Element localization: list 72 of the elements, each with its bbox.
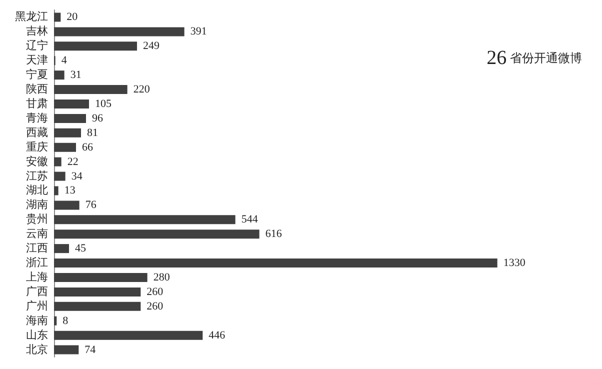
bar: [54, 12, 61, 22]
data-label: 1330: [503, 257, 526, 270]
data-label: 544: [241, 214, 258, 226]
data-label: 249: [143, 40, 160, 52]
data-label: 66: [82, 141, 94, 154]
data-label: 260: [146, 286, 164, 298]
y-tick-label: 山东: [26, 328, 48, 342]
y-tick-label: 湖北: [26, 184, 48, 197]
bar: [54, 200, 80, 210]
y-tick-label: 江西: [26, 242, 48, 255]
annotation: 26 省份开通微博: [486, 47, 582, 69]
data-label: 31: [70, 69, 82, 82]
data-label: 81: [87, 126, 98, 139]
data-label: 220: [133, 84, 150, 96]
y-tick-label: 北京: [26, 342, 48, 356]
data-label: 260: [146, 300, 164, 312]
data-label: 74: [84, 344, 96, 356]
bar: [54, 186, 58, 196]
y-tick-label: 青海: [26, 111, 48, 124]
bar: [54, 330, 203, 340]
bar: [54, 70, 64, 80]
data-label: 76: [85, 199, 97, 212]
data-label: 13: [64, 184, 76, 197]
bar: [54, 302, 141, 311]
data-label: 105: [95, 98, 112, 110]
data-label: 45: [75, 242, 86, 255]
y-tick-label: 贵州: [26, 212, 48, 226]
bar: [54, 316, 57, 326]
y-tick-label: 广州: [26, 299, 48, 312]
y-tick-label: 吉林: [26, 24, 48, 38]
y-tick-label: 上海: [26, 270, 48, 284]
data-label: 20: [66, 11, 78, 24]
data-label: 8: [62, 314, 69, 327]
y-tick-label: 西藏: [26, 126, 48, 139]
y-tick-label: 广西: [26, 284, 48, 298]
bar: [54, 272, 148, 282]
bar: [54, 85, 128, 94]
y-tick-label: 江苏: [26, 169, 48, 182]
y-tick-label: 黑龙江: [15, 10, 48, 24]
data-label: 280: [153, 271, 170, 284]
bar: [54, 230, 260, 239]
y-tick-label: 天津: [26, 54, 48, 67]
y-tick-label: 安徽: [26, 154, 48, 168]
y-tick-label: 海南: [26, 314, 48, 327]
bar: [54, 99, 89, 108]
bar: [54, 42, 137, 51]
data-label: 446: [208, 329, 226, 342]
bar: [54, 114, 86, 123]
y-tick-label: 湖南: [26, 198, 48, 212]
y-tick-label: 辽宁: [26, 39, 48, 52]
bar: [54, 128, 81, 138]
bar: [54, 157, 62, 166]
bar: [54, 287, 141, 296]
data-label: 4: [61, 54, 68, 67]
y-tick-label: 宁夏: [26, 68, 48, 82]
y-tick-label: 云南: [26, 227, 48, 240]
bar: [54, 345, 79, 354]
data-label: 391: [190, 26, 207, 38]
bar: [54, 142, 76, 152]
bar: [54, 172, 66, 181]
bar: [54, 27, 184, 36]
bar: [54, 244, 69, 254]
y-tick-label: 陕西: [26, 84, 48, 96]
data-label: 34: [71, 170, 83, 182]
data-label: 96: [92, 112, 104, 124]
y-tick-label: 重庆: [26, 140, 48, 154]
bar: [54, 215, 236, 224]
y-tick-label: 甘肃: [26, 96, 48, 110]
data-label: 616: [265, 228, 282, 240]
bar: [54, 258, 498, 268]
data-label: 22: [67, 156, 78, 168]
y-tick-label: 浙江: [26, 256, 48, 270]
